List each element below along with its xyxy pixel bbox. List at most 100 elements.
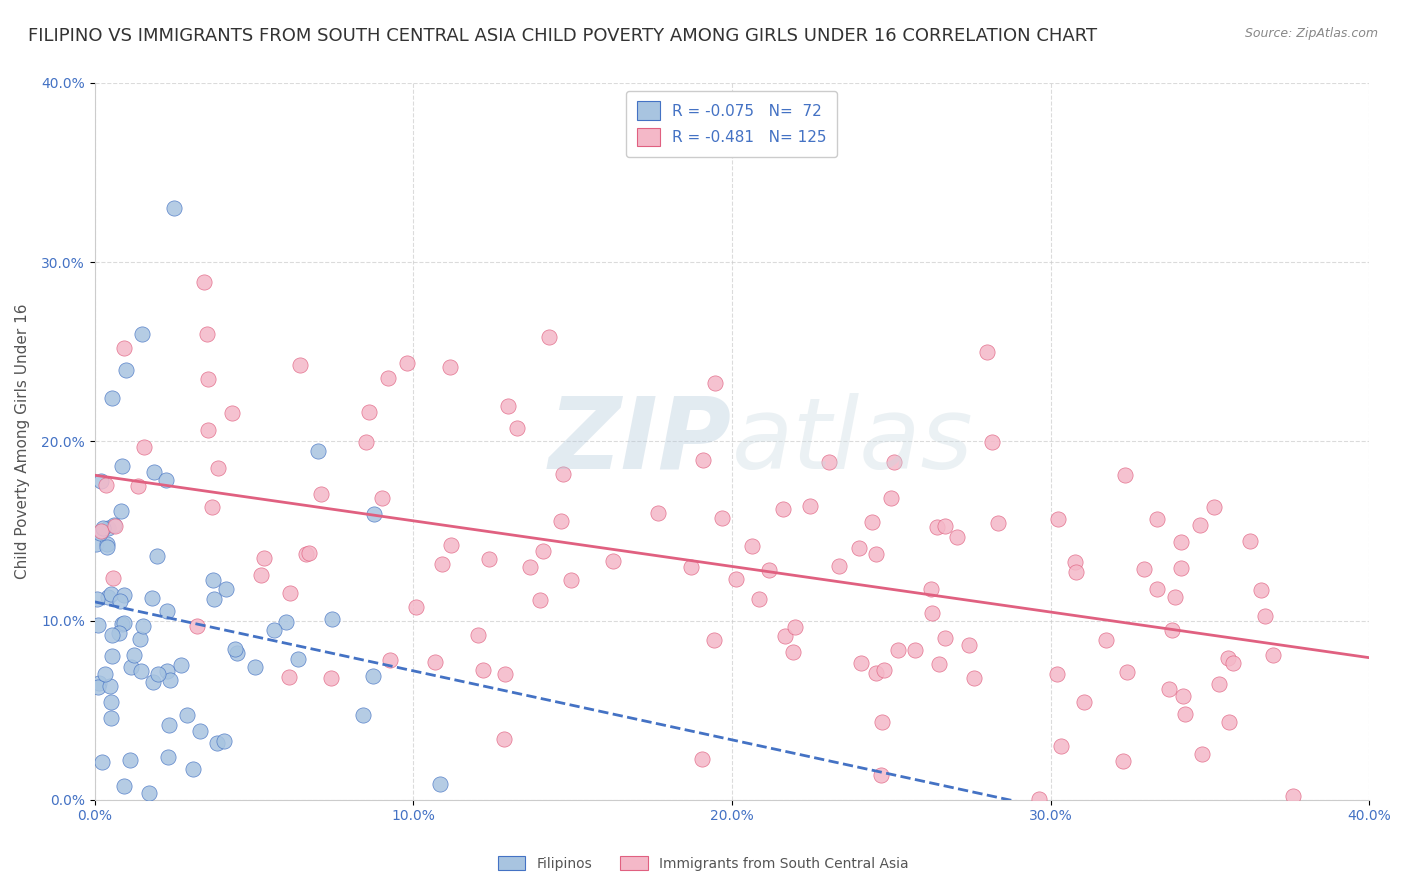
Point bbox=[157, 718, 180, 732]
Point bbox=[101, 649, 124, 664]
Point bbox=[280, 585, 302, 599]
Point bbox=[492, 732, 515, 747]
Point bbox=[1116, 665, 1139, 679]
Point bbox=[799, 500, 821, 514]
Point bbox=[287, 652, 309, 666]
Point bbox=[226, 646, 249, 660]
Point bbox=[927, 520, 949, 534]
Text: ZIP: ZIP bbox=[548, 392, 733, 490]
Point bbox=[1170, 534, 1192, 549]
Point bbox=[132, 440, 155, 454]
Point bbox=[1261, 648, 1284, 663]
Point bbox=[690, 752, 713, 766]
Point bbox=[758, 564, 780, 578]
Point bbox=[250, 567, 273, 582]
Point bbox=[976, 344, 998, 359]
Point bbox=[860, 516, 883, 530]
Point bbox=[1174, 706, 1197, 721]
Point bbox=[551, 467, 574, 481]
Point bbox=[828, 559, 851, 574]
Point bbox=[1095, 633, 1118, 648]
Point bbox=[496, 399, 519, 413]
Point bbox=[90, 524, 112, 539]
Text: Source: ZipAtlas.com: Source: ZipAtlas.com bbox=[1244, 27, 1378, 40]
Point bbox=[472, 663, 495, 677]
Point bbox=[494, 667, 516, 681]
Point bbox=[519, 560, 541, 574]
Point bbox=[679, 559, 702, 574]
Point bbox=[870, 714, 893, 729]
Point bbox=[86, 537, 108, 551]
Point bbox=[122, 648, 145, 663]
Point bbox=[98, 679, 121, 693]
Point bbox=[96, 540, 118, 554]
Point bbox=[1064, 565, 1087, 579]
Point bbox=[193, 275, 215, 289]
Point bbox=[1189, 518, 1212, 533]
Point bbox=[1114, 468, 1136, 483]
Point bbox=[221, 406, 243, 420]
Point bbox=[97, 520, 120, 534]
Point bbox=[112, 342, 135, 356]
Point bbox=[243, 660, 266, 674]
Point bbox=[278, 670, 301, 684]
Point bbox=[201, 573, 224, 587]
Point bbox=[156, 749, 179, 764]
Point bbox=[1282, 789, 1305, 804]
Point bbox=[100, 711, 122, 725]
Point bbox=[920, 582, 942, 596]
Point bbox=[155, 473, 177, 487]
Point bbox=[100, 587, 122, 601]
Point bbox=[724, 572, 747, 586]
Point bbox=[115, 363, 138, 377]
Point bbox=[1204, 500, 1226, 515]
Point bbox=[692, 452, 714, 467]
Point bbox=[1112, 754, 1135, 768]
Point bbox=[176, 708, 198, 723]
Y-axis label: Child Poverty Among Girls Under 16: Child Poverty Among Girls Under 16 bbox=[15, 303, 30, 579]
Point bbox=[1216, 650, 1239, 665]
Point bbox=[1208, 677, 1230, 691]
Point bbox=[107, 625, 129, 640]
Point bbox=[1239, 533, 1261, 548]
Point bbox=[1133, 562, 1156, 576]
Point bbox=[703, 376, 725, 390]
Point bbox=[91, 521, 114, 535]
Point bbox=[711, 511, 734, 525]
Point bbox=[118, 753, 141, 767]
Point bbox=[934, 519, 956, 533]
Text: atlas: atlas bbox=[733, 392, 973, 490]
Point bbox=[87, 617, 110, 632]
Point bbox=[934, 632, 956, 646]
Point bbox=[96, 537, 118, 551]
Point bbox=[101, 391, 124, 405]
Point bbox=[141, 591, 163, 606]
Point bbox=[352, 707, 374, 722]
Point bbox=[129, 664, 152, 678]
Point bbox=[439, 359, 461, 374]
Point bbox=[865, 665, 887, 680]
Point bbox=[1250, 582, 1272, 597]
Legend: R = -0.075   N=  72, R = -0.481   N= 125: R = -0.075 N= 72, R = -0.481 N= 125 bbox=[627, 91, 838, 157]
Point bbox=[215, 582, 238, 596]
Point bbox=[848, 541, 870, 556]
Point bbox=[274, 615, 297, 629]
Point bbox=[1047, 512, 1070, 526]
Point bbox=[1046, 667, 1069, 681]
Point bbox=[962, 671, 984, 685]
Point bbox=[90, 474, 112, 488]
Point bbox=[131, 326, 153, 341]
Point bbox=[773, 629, 796, 643]
Point bbox=[138, 786, 160, 800]
Point bbox=[87, 680, 110, 694]
Point bbox=[97, 590, 120, 604]
Point bbox=[1050, 739, 1073, 753]
Point bbox=[202, 592, 225, 607]
Point bbox=[186, 619, 208, 633]
Point bbox=[405, 600, 427, 615]
Point bbox=[197, 372, 219, 386]
Point bbox=[207, 460, 229, 475]
Point bbox=[538, 329, 561, 343]
Point bbox=[440, 538, 463, 552]
Point bbox=[1254, 609, 1277, 624]
